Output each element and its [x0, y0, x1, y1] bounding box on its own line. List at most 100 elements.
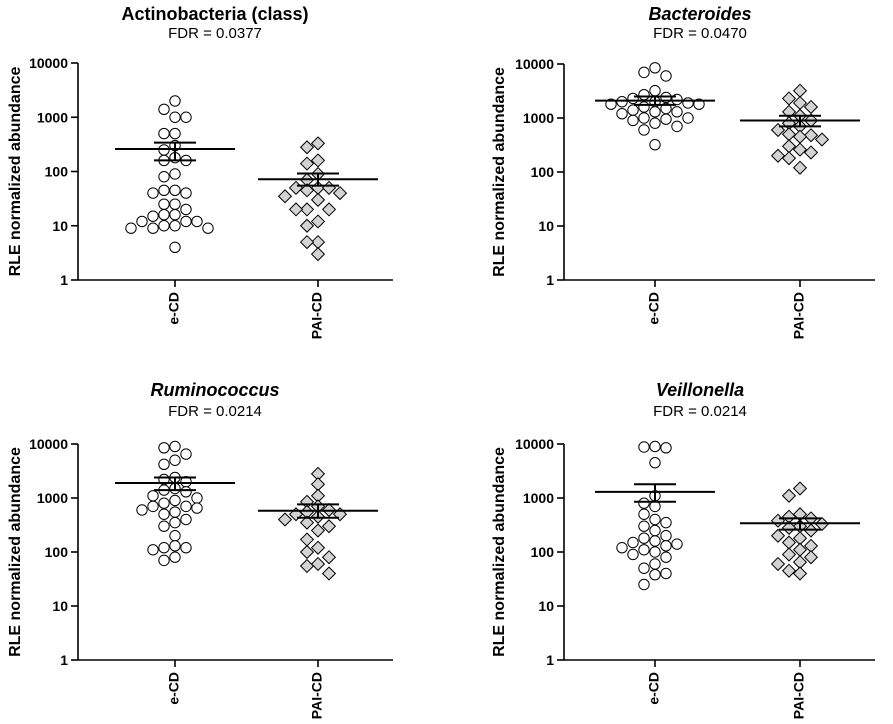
data-point-pai-cd [310, 136, 326, 151]
y-tick-label: 10 [538, 218, 554, 234]
data-point-pai-cd [332, 185, 348, 201]
data-point-e-cd [671, 106, 683, 118]
x-category-label: PAI-CD [791, 292, 807, 339]
x-category-label: PAI-CD [309, 292, 325, 339]
y-tick-label: 100 [45, 164, 69, 180]
data-point-e-cd [191, 215, 203, 228]
chart-subtitle-fdr: FDR = 0.0377 [168, 25, 262, 42]
x-category-label: e-CD [166, 292, 182, 325]
chart-title: Veillonella [656, 380, 744, 400]
y-tick-label: 100 [45, 544, 69, 560]
data-point-pai-cd [803, 145, 819, 160]
data-point-e-cd [671, 538, 683, 550]
data-point-pai-cd [310, 523, 326, 538]
data-point-pai-cd [288, 180, 304, 195]
data-point-pai-cd [781, 520, 797, 535]
data-point-e-cd [649, 85, 661, 97]
data-point-e-cd [627, 104, 639, 116]
data-point-pai-cd [299, 234, 315, 250]
data-point-e-cd [660, 70, 672, 82]
data-point-e-cd [169, 516, 181, 529]
data-point-e-cd [616, 96, 628, 108]
data-point-e-cd [169, 551, 181, 563]
y-tick-label: 10000 [29, 436, 68, 452]
data-point-e-cd [649, 139, 661, 151]
data-point-e-cd [158, 520, 170, 532]
chart-title: Ruminococcus [150, 380, 279, 400]
data-point-pai-cd [781, 547, 797, 562]
chart-subtitle-fdr: FDR = 0.0470 [653, 25, 747, 42]
data-point-pai-cd [277, 189, 293, 204]
data-point-pai-cd [310, 214, 326, 229]
data-point-e-cd [158, 554, 170, 567]
data-point-e-cd [660, 442, 672, 454]
data-point-e-cd [638, 520, 650, 532]
x-category-label: PAI-CD [309, 672, 325, 719]
y-tick-label: 1 [60, 652, 68, 668]
data-point-e-cd [125, 222, 137, 234]
data-point-pai-cd [770, 556, 786, 572]
y-tick-label: 100 [531, 544, 555, 560]
data-point-e-cd [180, 448, 192, 460]
data-point-e-cd [136, 215, 148, 228]
data-point-e-cd [169, 530, 181, 542]
data-point-e-cd [147, 544, 159, 556]
x-category-label: e-CD [166, 672, 182, 705]
data-point-pai-cd [310, 540, 326, 555]
data-point-e-cd [638, 89, 650, 101]
data-point-e-cd [649, 558, 661, 570]
y-tick-label: 10 [538, 598, 554, 614]
x-category-label: PAI-CD [791, 672, 807, 719]
data-point-e-cd [627, 536, 639, 549]
data-point-e-cd [136, 504, 148, 516]
y-tick-label: 1 [546, 652, 554, 668]
data-point-e-cd [169, 208, 181, 221]
data-point-e-cd [638, 562, 650, 574]
data-point-pai-cd [792, 129, 808, 144]
data-point-e-cd [627, 92, 639, 105]
chart-subtitle-fdr: FDR = 0.0214 [168, 403, 262, 420]
data-point-e-cd [638, 497, 650, 509]
data-point-pai-cd [299, 140, 315, 155]
data-point-pai-cd [321, 566, 337, 581]
data-point-e-cd [180, 203, 192, 216]
data-point-e-cd [169, 506, 181, 518]
data-point-e-cd [660, 530, 672, 542]
data-point-e-cd [158, 103, 170, 116]
data-point-e-cd [649, 546, 661, 558]
data-point-pai-cd [299, 532, 315, 547]
data-point-e-cd [180, 111, 192, 123]
data-point-e-cd [147, 210, 159, 222]
data-point-e-cd [191, 492, 203, 504]
data-point-e-cd [605, 98, 617, 110]
chart-title: Actinobacteria (class) [121, 4, 308, 24]
data-point-pai-cd [792, 142, 808, 157]
data-point-e-cd [649, 62, 661, 74]
y-tick-label: 1000 [37, 109, 68, 125]
data-point-pai-cd [770, 528, 786, 543]
data-point-e-cd [158, 220, 170, 232]
data-point-pai-cd [310, 247, 326, 262]
data-point-pai-cd [781, 563, 797, 578]
data-point-e-cd [169, 127, 181, 140]
data-point-e-cd [169, 241, 181, 254]
data-point-pai-cd [792, 481, 808, 496]
data-point-e-cd [649, 117, 661, 129]
data-point-pai-cd [803, 128, 819, 143]
data-point-e-cd [660, 540, 672, 552]
data-point-pai-cd [781, 488, 797, 503]
data-point-e-cd [158, 171, 170, 183]
data-point-pai-cd [792, 566, 808, 581]
data-point-e-cd [638, 112, 650, 124]
data-point-e-cd [638, 544, 650, 556]
y-tick-label: 100 [531, 164, 555, 180]
data-point-e-cd [627, 548, 639, 561]
data-point-e-cd [147, 490, 159, 502]
data-point-e-cd [638, 578, 650, 591]
data-point-e-cd [147, 187, 159, 199]
y-tick-label: 10000 [29, 55, 68, 71]
data-point-e-cd [147, 222, 159, 234]
data-point-e-cd [649, 440, 661, 453]
data-point-e-cd [158, 198, 170, 210]
